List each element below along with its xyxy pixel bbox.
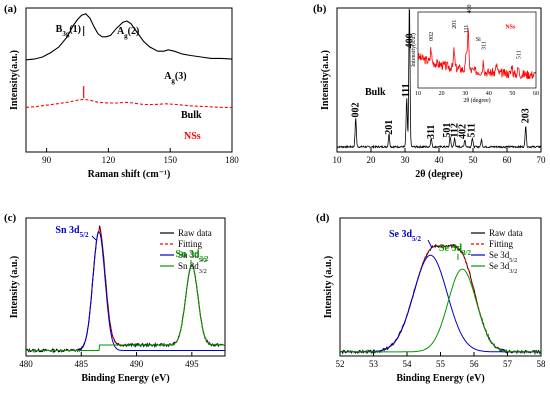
xrd-peak-label: 201 xyxy=(384,120,395,135)
panel-letter: (d) xyxy=(316,212,330,224)
inset-peak-label: 311 xyxy=(481,41,487,50)
series-line-nss xyxy=(25,98,232,108)
x-tick-label: 50 xyxy=(469,155,479,165)
inset-peak-label: 111 xyxy=(464,25,470,34)
panel-d: 52 53 54 55 56 57 58 Binding Energy (eV) Intensi… xyxy=(316,212,546,384)
x-tick-label: 60 xyxy=(503,155,513,165)
inset-label-nss: NSs xyxy=(505,25,516,31)
panel-letter: (b) xyxy=(313,3,327,15)
peak-label-ag2: Ag(2) xyxy=(117,26,139,40)
inset-x-tick-label: 60 xyxy=(533,91,539,97)
x-tick-label: 490 xyxy=(130,359,144,369)
series-line-bulk xyxy=(336,8,542,149)
plot-frame xyxy=(25,7,233,153)
legend-entry: Fitting xyxy=(489,239,514,249)
inset-peak-label: 511 xyxy=(516,50,522,59)
x-tick-label: 10 xyxy=(333,155,343,165)
inset-x-tick-label: 20 xyxy=(439,91,445,97)
peak-label-ag3: Ag(3) xyxy=(164,71,186,85)
xrd-peak-label: 511 xyxy=(467,123,478,137)
inset: 10 20 30 40 50 60 2θ (degree) Intensity(a.u.) 00… xyxy=(410,5,539,104)
xrd-peak-label: 111 xyxy=(401,83,412,97)
xps-peak-arrow xyxy=(91,235,97,241)
y-axis-title: Intensity (a.u.) xyxy=(323,256,334,319)
panel-letter: (c) xyxy=(4,212,17,224)
inset-x-tick-label: 10 xyxy=(415,91,421,97)
legend-entry: Sn 3d3/2 xyxy=(178,261,207,275)
y-axis-title: Intensity (a.u.) xyxy=(9,256,20,319)
xrd-peak-label: 311 xyxy=(426,125,437,139)
legend-entry: Raw data xyxy=(178,228,212,238)
curve-label-bulk: Bulk xyxy=(365,87,386,98)
peak-label-b3g1: B3g(1) xyxy=(56,24,81,38)
y-axis-title: Intensity(a.u.) xyxy=(320,50,331,110)
x-tick-label: 57 xyxy=(503,359,513,369)
x-tick-label: 90 xyxy=(42,155,52,165)
curve-label-nss: NSs xyxy=(184,131,201,142)
x-tick-label: 20 xyxy=(367,155,377,165)
xps-peak-label: Sn 3d5/2 xyxy=(55,225,89,239)
panel-letter: (a) xyxy=(4,3,17,15)
x-axis-title: Raman shift (cm⁻¹) xyxy=(88,169,171,180)
x-axis-title: Binding Energy (eV) xyxy=(81,373,169,384)
legend-entry: Raw data xyxy=(489,228,523,238)
x-tick-label: 40 xyxy=(435,155,445,165)
inset-frame xyxy=(417,11,537,89)
inset-label-si: Si xyxy=(476,37,481,43)
xrd-peak-label: 402 xyxy=(457,124,468,139)
panel-b: 10 20 30 40 50 60 70 2θ (degree) Intensity(a.u.)… xyxy=(313,3,546,180)
panel-a: 90 120 150 180 Raman shift (cm⁻¹) Intensity(a… xyxy=(4,3,239,180)
x-tick-label: 150 xyxy=(163,155,177,165)
plot-frame xyxy=(25,217,226,357)
legend-entry: Se 3d3/2 xyxy=(489,261,517,275)
x-tick-label: 30 xyxy=(401,155,411,165)
component-line-2 xyxy=(26,264,225,351)
xrd-peak-label: 400 xyxy=(404,33,415,48)
x-tick-label: 495 xyxy=(185,359,199,369)
inset-x-title: 2θ (degree) xyxy=(463,97,490,104)
xps-peak-label: Sn 3d3/2 xyxy=(175,249,209,263)
xrd-peak-label: 203 xyxy=(521,108,532,123)
legend-entry: Se 3d5/2 xyxy=(489,250,517,264)
xps-peak-label: Se 3d5/2 xyxy=(389,229,422,243)
xps-peak-label: Se 3d3/2 xyxy=(439,243,472,257)
inset-peak-label: 002 xyxy=(429,32,435,41)
x-tick-label: 58 xyxy=(537,359,547,369)
x-tick-label: 180 xyxy=(225,155,239,165)
inset-peak-label: 201 xyxy=(452,20,458,29)
series-line-bulk xyxy=(25,13,233,61)
component-line-2 xyxy=(340,268,541,353)
inset-x-tick-label: 50 xyxy=(509,91,515,97)
panel-c: 480 485 490 495 Binding Energy (eV) Intensity… xyxy=(4,212,226,384)
inset-x-tick-label: 40 xyxy=(486,91,492,97)
x-tick-label: 54 xyxy=(403,359,413,369)
legend-entry: Sn 3d5/2 xyxy=(178,250,207,264)
raw-data-line xyxy=(25,225,226,354)
inset-y-title: Intensity(a.u.) xyxy=(410,33,417,67)
legend-entry: Fitting xyxy=(178,239,203,249)
x-tick-label: 70 xyxy=(537,155,547,165)
x-tick-label: 485 xyxy=(75,359,89,369)
inset-series-line xyxy=(417,27,536,80)
x-axis-title: Binding Energy (eV) xyxy=(396,373,484,384)
inset-peak-label: 400 xyxy=(467,5,473,14)
x-tick-label: 55 xyxy=(436,359,446,369)
xps-peak-arrow xyxy=(427,239,433,249)
x-tick-label: 120 xyxy=(102,155,116,165)
x-tick-label: 56 xyxy=(470,359,480,369)
x-tick-label: 52 xyxy=(336,359,345,369)
y-axis-title: Intensity(a.u.) xyxy=(9,50,20,110)
xrd-peak-label: 002 xyxy=(351,102,362,117)
x-tick-label: 53 xyxy=(369,359,379,369)
x-axis-title: 2θ (degree) xyxy=(415,169,463,180)
inset-x-tick-label: 30 xyxy=(462,91,468,97)
xrd-peak-label: 112 xyxy=(450,123,461,137)
xrd-peak-label: 501 xyxy=(442,123,453,138)
curve-label-bulk: Bulk xyxy=(181,110,202,121)
x-tick-label: 480 xyxy=(19,359,33,369)
